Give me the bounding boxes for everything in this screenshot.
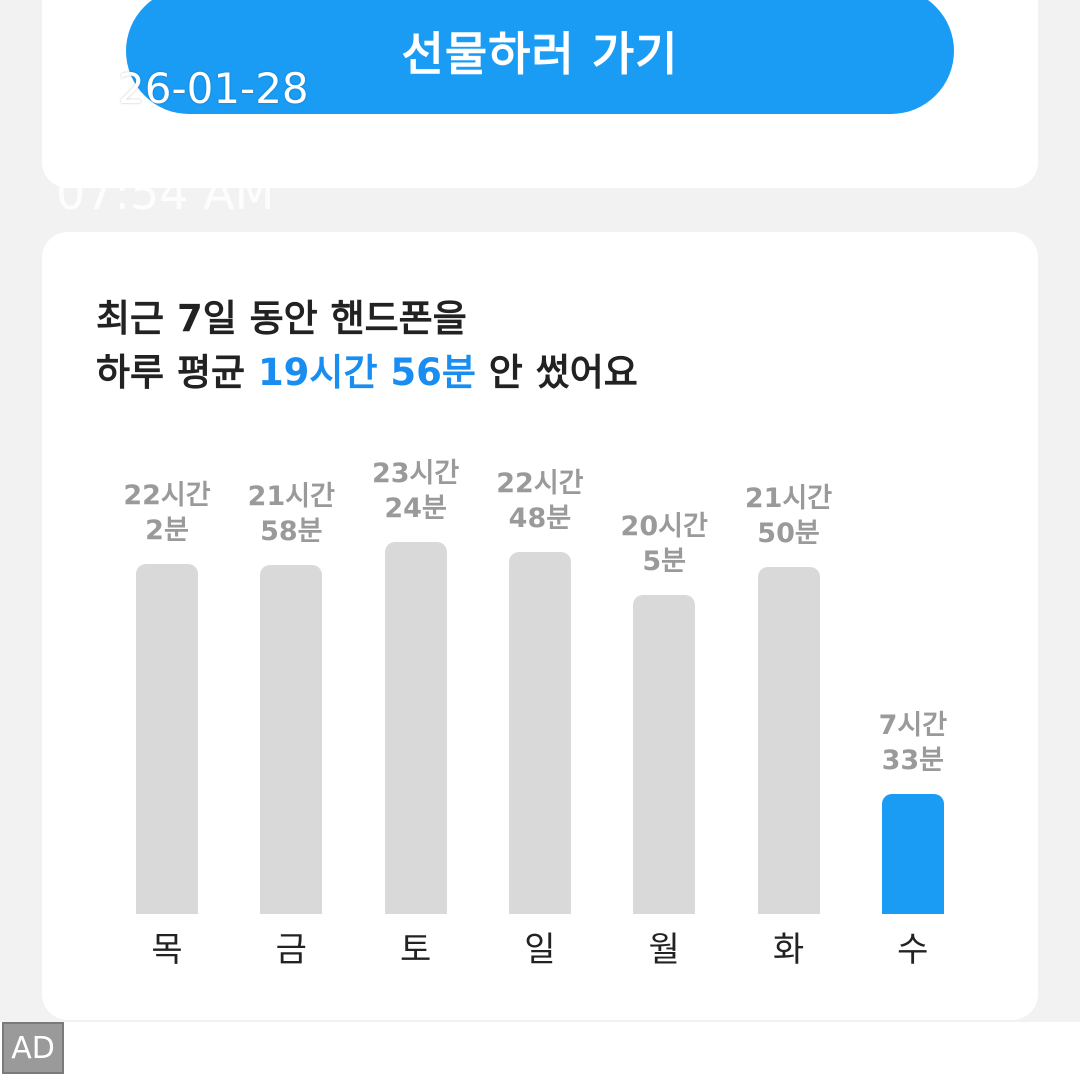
bar-3 <box>508 551 571 914</box>
bar-value-label: 21시간 50분 <box>719 481 859 551</box>
bar-value-minutes: 33분 <box>881 745 944 777</box>
day-label: 토 <box>399 930 432 970</box>
bar-6 <box>881 794 944 914</box>
bar-value-hours: 7시간 <box>878 710 948 742</box>
bar-value-minutes: 24분 <box>384 493 447 525</box>
bar-value-label: 22시간 48분 <box>470 466 610 536</box>
bar-value-hours: 21시간 <box>247 480 335 512</box>
bar-4 <box>633 594 696 914</box>
bar-0 <box>136 563 198 914</box>
bar-5 <box>757 567 820 914</box>
headline-line-2: 하루 평균 19시간 56분 안 썼어요 <box>96 346 638 400</box>
bar-value-label: 21시간 58분 <box>221 479 361 549</box>
day-label: 금 <box>275 930 307 970</box>
bar-2 <box>384 542 447 914</box>
average-time-highlight: 19시간 56분 <box>257 351 476 394</box>
timestamp-time-overlay: 07:54 AM <box>56 166 275 210</box>
daily-unused-time-chart: 22시간 2분 목 21시간 58분 금 23시간 24분 토 22시간 48분 일 20시간 5분 월 21… <box>42 232 1038 1020</box>
day-label: 월 <box>648 930 680 970</box>
day-label: 일 <box>524 930 556 970</box>
bar-value-label: 20시간 5분 <box>594 509 734 579</box>
bar-value-hours: 21시간 <box>744 483 833 515</box>
headline-suffix: 안 썼어요 <box>475 351 638 394</box>
bar-value-label: 22시간 2분 <box>97 478 237 548</box>
bar-value-label: 23시간 24분 <box>346 456 486 526</box>
ad-banner[interactable] <box>0 1022 1080 1080</box>
ad-badge: AD <box>2 1022 64 1074</box>
bar-value-hours: 20시간 <box>620 510 708 542</box>
headline-line-1: 최근 7일 동안 핸드폰을 <box>96 297 467 340</box>
go-gift-button[interactable]: 선물하러 가기 <box>126 0 954 114</box>
bar-value-hours: 22시간 <box>496 467 584 499</box>
bar-value-hours: 22시간 <box>123 479 211 511</box>
day-label: 목 <box>151 930 183 970</box>
bar-1 <box>260 564 323 914</box>
usage-headline: 최근 7일 동안 핸드폰을 하루 평균 19시간 56분 안 썼어요 <box>96 292 638 400</box>
bar-value-hours: 23시간 <box>371 458 460 490</box>
bar-value-label: 7시간 33분 <box>843 708 983 778</box>
bar-value-minutes: 58분 <box>260 515 323 547</box>
bar-value-minutes: 2분 <box>145 514 189 546</box>
bar-value-minutes: 48분 <box>508 502 572 534</box>
day-label: 수 <box>897 930 929 970</box>
timestamp-date-overlay: 26-01-28 <box>118 64 309 113</box>
headline-prefix: 하루 평균 <box>96 351 258 394</box>
bar-value-minutes: 50분 <box>757 518 820 550</box>
bar-value-minutes: 5분 <box>642 545 686 577</box>
day-label: 화 <box>772 930 805 970</box>
